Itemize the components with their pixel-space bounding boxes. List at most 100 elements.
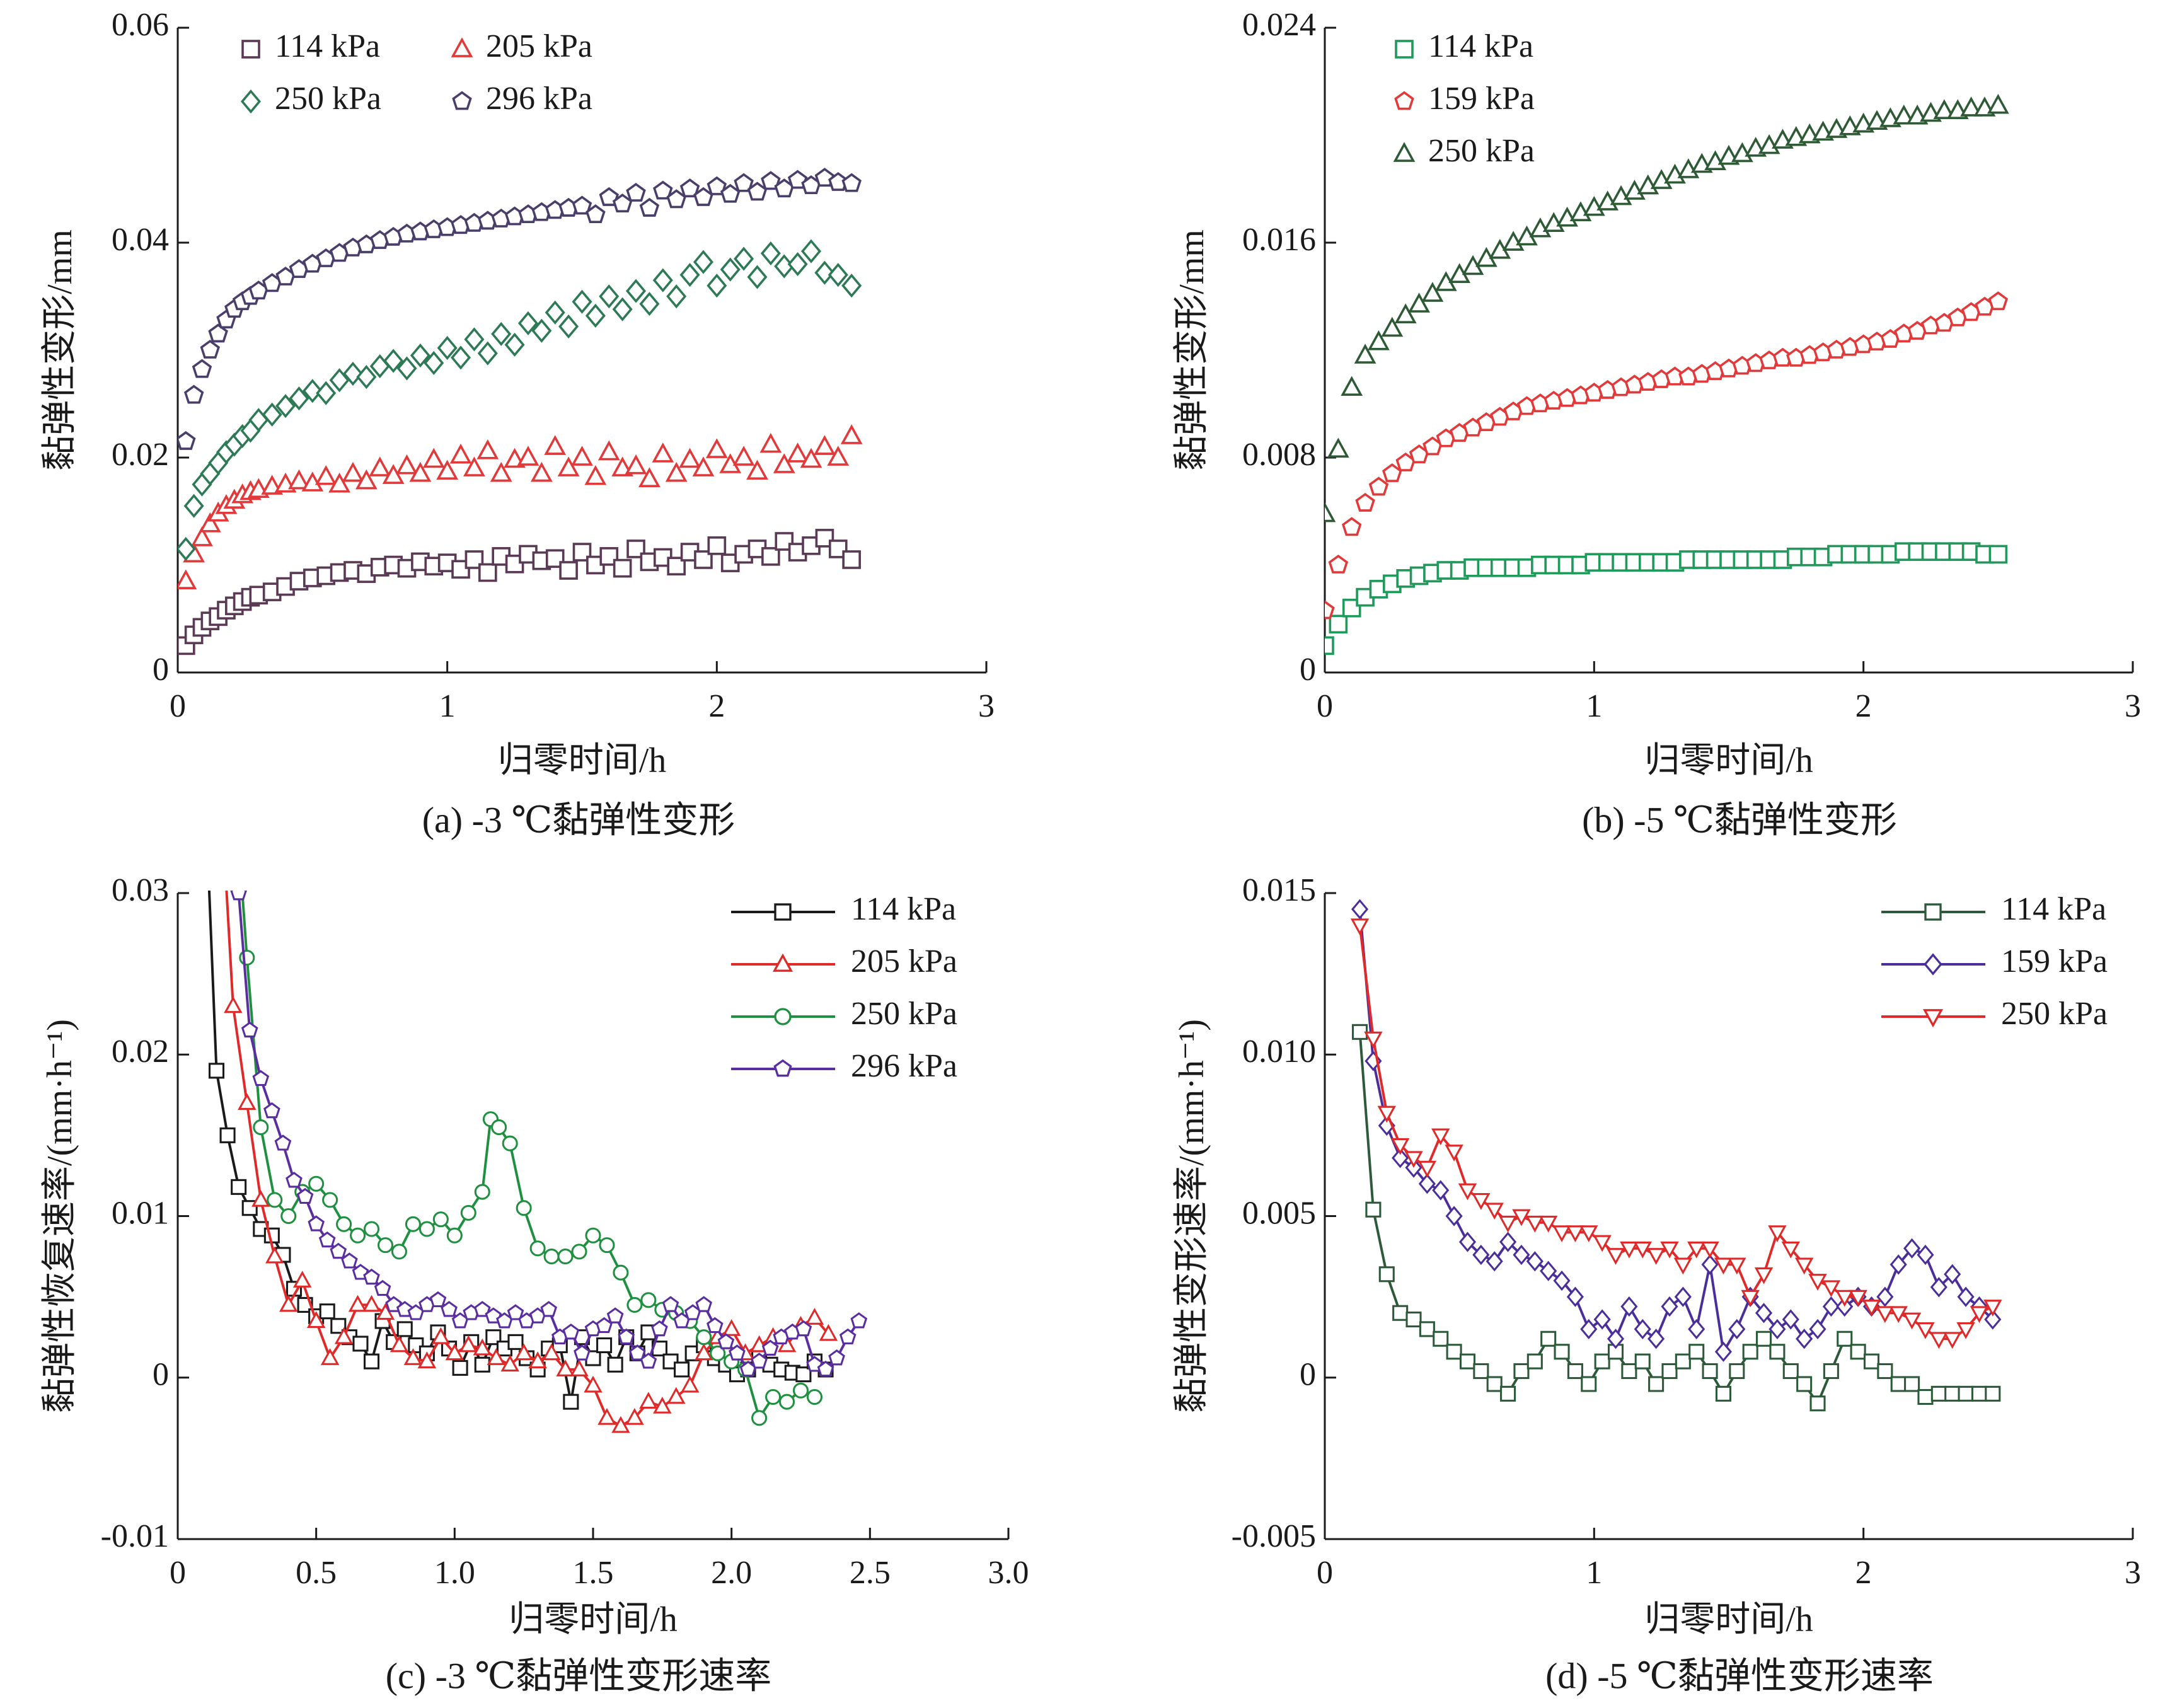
data-point — [1702, 1363, 1718, 1380]
data-point — [761, 171, 781, 190]
data-point — [473, 1338, 492, 1356]
data-point — [226, 757, 240, 771]
data-point — [1621, 1363, 1637, 1380]
legend-entry: 250 kPa — [1428, 133, 1535, 169]
data-point — [1796, 1376, 1813, 1392]
data-point — [528, 1351, 547, 1369]
data-point — [1957, 1286, 1975, 1307]
plot-area — [178, 168, 863, 655]
data-point — [666, 284, 687, 309]
x-tick-label: 3 — [978, 688, 995, 724]
series-line — [1358, 925, 1994, 1341]
data-point — [491, 1119, 507, 1136]
data-point — [1593, 1235, 1612, 1252]
data-point — [775, 532, 794, 551]
data-point — [1661, 1363, 1678, 1380]
data-point — [1837, 1330, 1853, 1347]
data-point — [557, 1249, 574, 1265]
legend-marker — [772, 953, 793, 972]
data-point — [584, 1375, 603, 1393]
data-point — [618, 1328, 635, 1345]
data-point — [1808, 1274, 1827, 1291]
data-point — [350, 1227, 366, 1243]
data-point — [267, 1192, 283, 1208]
x-tick-label: 0 — [1317, 1555, 1333, 1591]
data-point — [334, 1327, 354, 1344]
data-point — [1581, 1376, 1597, 1392]
data-point — [626, 279, 647, 303]
data-point — [571, 446, 593, 466]
data-point — [1540, 1330, 1557, 1347]
series-line — [1358, 909, 1994, 1353]
panel-caption: (c) -3 ℃黏弹性变形速率 — [386, 1655, 772, 1696]
data-point — [1368, 476, 1389, 496]
data-point — [638, 467, 661, 487]
data-point — [557, 456, 580, 476]
data-point — [639, 1392, 658, 1409]
data-point — [1687, 1241, 1706, 1259]
data-point — [403, 1348, 423, 1365]
data-point — [1674, 1286, 1692, 1307]
data-point — [191, 526, 213, 546]
legend: 114 kPa 159 kPa 250 kPa — [1393, 28, 1535, 169]
data-point — [306, 1311, 326, 1328]
data-point — [314, 465, 337, 485]
data-point — [787, 442, 809, 463]
data-point — [1513, 1363, 1530, 1380]
data-point — [451, 345, 471, 370]
data-point — [586, 204, 606, 224]
data-point — [241, 1021, 258, 1038]
data-point — [570, 1359, 589, 1376]
data-point — [296, 1187, 314, 1204]
panel-b-chart: 0 1 2 3 0 0.008 0.016 0.024 归零时间/h 黏弹性变形/mm (b) -5… — [1172, 7, 2141, 840]
data-point — [1916, 1322, 1935, 1339]
data-point — [1325, 502, 1336, 522]
data-point — [1983, 1300, 2002, 1317]
data-point — [1876, 1286, 1894, 1307]
data-point — [363, 1268, 380, 1285]
data-point — [389, 1335, 409, 1353]
data-point — [1350, 918, 1370, 936]
data-point — [1862, 1300, 1881, 1317]
data-point — [330, 1242, 347, 1259]
data-point — [653, 1397, 672, 1414]
data-point — [396, 356, 417, 381]
data-point — [1822, 1296, 1840, 1317]
data-point — [477, 341, 498, 366]
data-point — [418, 1221, 435, 1237]
data-point — [1988, 291, 2009, 311]
data-point — [707, 274, 727, 298]
y-tick-label: 0.016 — [1242, 222, 1316, 258]
data-point — [765, 1388, 782, 1405]
data-point — [607, 1356, 623, 1373]
legend-entry: 114 kPa — [2001, 891, 2106, 927]
data-point — [1556, 206, 1578, 227]
data-point — [1364, 1031, 1383, 1049]
data-point — [1917, 1244, 1934, 1266]
data-point — [773, 453, 795, 473]
data-point — [606, 1307, 624, 1324]
data-point — [231, 1179, 247, 1195]
data-point — [1677, 158, 1700, 178]
data-point — [696, 1329, 712, 1346]
data-point — [452, 1359, 468, 1376]
data-point — [1606, 1248, 1625, 1265]
data-point — [1930, 1385, 1947, 1402]
data-point — [1351, 899, 1369, 920]
data-point — [722, 1319, 741, 1336]
data-point — [625, 1407, 644, 1425]
data-point — [1673, 1257, 1693, 1275]
legend-marker — [1393, 142, 1416, 162]
data-point — [1917, 1388, 1934, 1405]
y-tick-label: 0.04 — [112, 222, 169, 258]
x-tick-label: 2 — [1855, 688, 1872, 724]
x-axis-label: 归零时间/h — [1644, 741, 1813, 780]
data-point — [1472, 1192, 1491, 1210]
legend-marker — [1924, 903, 1942, 921]
data-point — [850, 1312, 868, 1329]
data-point — [1755, 1303, 1773, 1324]
data-point — [374, 1279, 391, 1296]
data-point — [1458, 1232, 1477, 1252]
data-point — [1405, 1311, 1422, 1328]
y-tick-label: 0.02 — [112, 437, 169, 473]
